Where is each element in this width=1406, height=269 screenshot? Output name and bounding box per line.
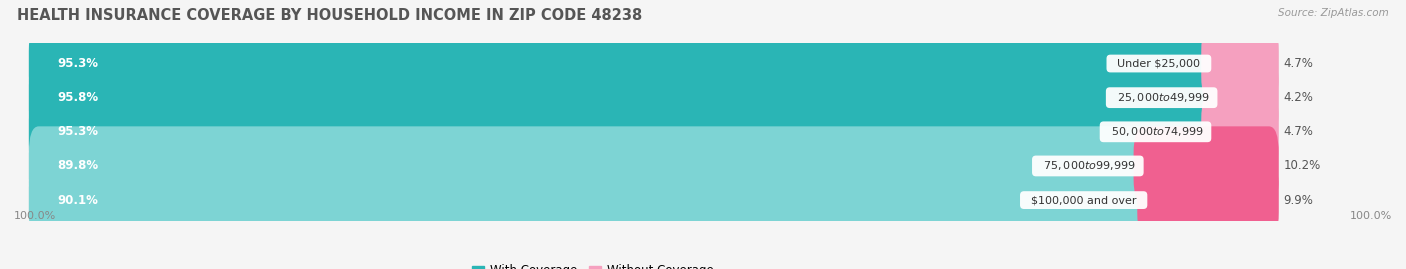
FancyBboxPatch shape (28, 92, 1220, 171)
FancyBboxPatch shape (28, 126, 1279, 206)
Text: 95.8%: 95.8% (58, 91, 98, 104)
Text: Source: ZipAtlas.com: Source: ZipAtlas.com (1278, 8, 1389, 18)
FancyBboxPatch shape (1201, 24, 1279, 103)
Legend: With Coverage, Without Coverage: With Coverage, Without Coverage (467, 260, 718, 269)
Text: 10.2%: 10.2% (1284, 160, 1320, 172)
Text: Under $25,000: Under $25,000 (1111, 59, 1208, 69)
FancyBboxPatch shape (28, 24, 1220, 103)
FancyBboxPatch shape (28, 161, 1279, 240)
Text: $100,000 and over: $100,000 and over (1024, 195, 1143, 205)
Text: 4.2%: 4.2% (1284, 91, 1313, 104)
Text: 100.0%: 100.0% (1350, 211, 1392, 221)
Text: $25,000 to $49,999: $25,000 to $49,999 (1109, 91, 1213, 104)
Text: 95.3%: 95.3% (58, 57, 98, 70)
FancyBboxPatch shape (1133, 126, 1279, 206)
FancyBboxPatch shape (28, 58, 1279, 137)
Text: $75,000 to $99,999: $75,000 to $99,999 (1036, 160, 1140, 172)
Text: 95.3%: 95.3% (58, 125, 98, 138)
Text: HEALTH INSURANCE COVERAGE BY HOUSEHOLD INCOME IN ZIP CODE 48238: HEALTH INSURANCE COVERAGE BY HOUSEHOLD I… (17, 8, 643, 23)
FancyBboxPatch shape (1208, 58, 1279, 137)
Text: $50,000 to $74,999: $50,000 to $74,999 (1104, 125, 1208, 138)
Text: 4.7%: 4.7% (1284, 57, 1313, 70)
FancyBboxPatch shape (28, 126, 1153, 206)
Text: 90.1%: 90.1% (58, 194, 98, 207)
FancyBboxPatch shape (28, 24, 1279, 103)
FancyBboxPatch shape (1201, 92, 1279, 171)
FancyBboxPatch shape (28, 58, 1227, 137)
Text: 100.0%: 100.0% (14, 211, 56, 221)
Text: 4.7%: 4.7% (1284, 125, 1313, 138)
Text: 89.8%: 89.8% (58, 160, 98, 172)
FancyBboxPatch shape (28, 92, 1279, 171)
FancyBboxPatch shape (28, 161, 1157, 240)
Text: 9.9%: 9.9% (1284, 194, 1313, 207)
FancyBboxPatch shape (1137, 161, 1279, 240)
